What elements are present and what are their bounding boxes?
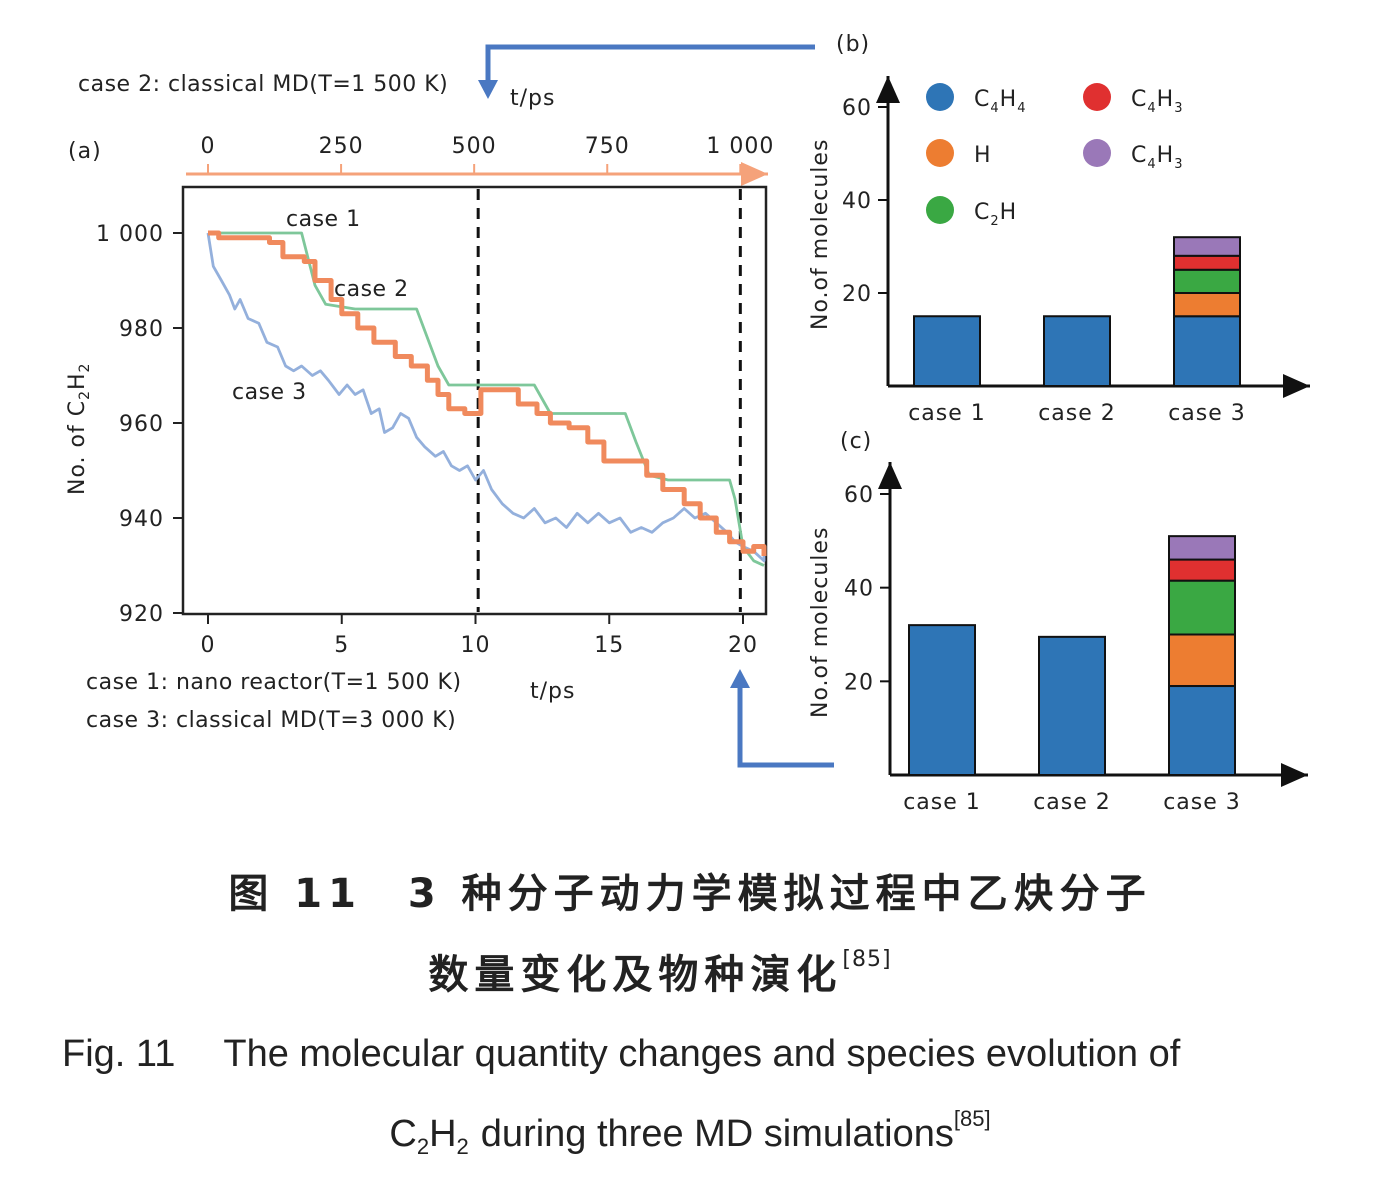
bar-segment-C4H3 xyxy=(1173,236,1241,257)
bar-segment-C4H4 xyxy=(913,315,981,387)
top-tick-label: 0 xyxy=(201,134,216,159)
panel-a-ylabel: No. of C2H2 xyxy=(65,363,93,495)
y-tick-label: 960 xyxy=(119,412,164,437)
bar-segment-C2H xyxy=(1173,268,1241,294)
bar-segment-C4H3 xyxy=(1168,558,1236,582)
y-tick-label: 60 xyxy=(844,483,874,508)
bar-segment-H xyxy=(1173,292,1241,318)
x-tick-label: 10 xyxy=(461,633,491,658)
bar-segment-C4H4 xyxy=(908,624,976,777)
bar-segment-C4H4 xyxy=(1038,635,1106,777)
legend-swatch xyxy=(926,196,954,224)
y-tick-label: 920 xyxy=(119,602,164,627)
panel-a-series xyxy=(206,230,767,567)
x-tick-label: 20 xyxy=(728,633,758,658)
bar-segment-C4H4 xyxy=(1043,315,1111,387)
caption-en-line2: C2H2 during three MD simulations[85] xyxy=(389,1106,990,1159)
legend-label: C4H4 xyxy=(974,87,1026,116)
case-2-note: case 2: classical MD(T=1 500 K) xyxy=(78,72,448,97)
category-label: case 3 xyxy=(1163,790,1241,815)
legend-swatch xyxy=(1083,139,1111,167)
category-label: case 1 xyxy=(903,790,981,815)
label-case-1: case 1 xyxy=(286,207,361,232)
bar-segment-C4H3 xyxy=(1168,535,1236,561)
y-tick-label: 40 xyxy=(844,577,874,602)
panel-b-label: (b) xyxy=(836,32,870,57)
bar-segment-C4H4 xyxy=(1173,315,1241,387)
x-tick-label: 15 xyxy=(594,633,624,658)
legend-label: C4H3 xyxy=(1131,87,1183,116)
caption: 图 11 3 种分子动力学模拟过程中乙炔分子 数量变化及物种演化[85] Fig… xyxy=(62,871,1181,1159)
label-case-3: case 3 xyxy=(232,380,307,405)
caption-cn-line2: 数量变化及物种演化[85] xyxy=(428,947,891,998)
panel-b-ylabel: No.of molecules xyxy=(808,139,833,330)
y-tick-label: 1 000 xyxy=(96,222,164,247)
panel-a-line-chart: (a) 0 250 500 750 1 000 920 940 960 980 1 000 0 5 1… xyxy=(65,86,774,704)
y-tick-label: 60 xyxy=(842,96,872,121)
category-label: case 3 xyxy=(1168,401,1246,426)
bar-segment-C4H3 xyxy=(1173,254,1241,271)
panel-b-bar-chart: (b) 20 40 60 case 1 case 2 case 3 No.of molec… xyxy=(808,32,1310,426)
panel-a-axis-ticks: 920 940 960 980 1 000 0 5 10 15 20 xyxy=(96,222,758,658)
x-tick-label: 0 xyxy=(201,633,216,658)
connector-arrow-top xyxy=(478,44,815,99)
panel-c-ticks: 20 40 60 case 1 case 2 case 3 xyxy=(844,483,1241,815)
panel-b-legend: C4H4 C4H3 H C4H3 C2H xyxy=(926,83,1183,229)
legend-label: H xyxy=(974,143,992,168)
panel-c-bars xyxy=(908,535,1236,777)
top-tick-label: 750 xyxy=(585,134,630,159)
y-tick-label: 20 xyxy=(844,670,874,695)
panel-c-bar-chart: (c) 20 40 60 case 1 case 2 case 3 No.of molec… xyxy=(808,429,1308,815)
case-1-note: case 1: nano reactor(T=1 500 K) xyxy=(86,670,462,695)
top-tick-label: 1 000 xyxy=(706,134,774,159)
top-tick-label: 250 xyxy=(319,134,364,159)
legend-label: C4H3 xyxy=(1131,143,1183,172)
case-3-note: case 3: classical MD(T=3 000 K) xyxy=(86,708,456,733)
caption-en-line1: Fig. 11 The molecular quantity changes an… xyxy=(62,1033,1181,1075)
x-tick-label: 5 xyxy=(334,633,349,658)
y-tick-label: 940 xyxy=(119,507,164,532)
y-tick-label: 980 xyxy=(119,317,164,342)
panel-b-ticks: 20 40 60 case 1 case 2 case 3 xyxy=(842,96,1246,426)
bottom-axis-unit: t/ps xyxy=(530,679,575,704)
bar-segment-H xyxy=(1168,633,1236,688)
legend-label: C2H xyxy=(974,200,1017,229)
top-time-axis-ticks: 0 250 500 750 1 000 xyxy=(201,134,774,174)
legend-swatch xyxy=(926,139,954,167)
legend-swatch xyxy=(926,83,954,111)
panel-c-label: (c) xyxy=(840,429,872,454)
top-axis-unit: t/ps xyxy=(510,86,555,111)
connector-arrow-bottom xyxy=(730,669,834,768)
category-label: case 2 xyxy=(1033,790,1111,815)
series-line-case-3 xyxy=(206,232,766,563)
caption-cn-line1: 图 11 3 种分子动力学模拟过程中乙炔分子 xyxy=(228,871,1151,917)
category-label: case 2 xyxy=(1038,401,1116,426)
top-tick-label: 500 xyxy=(452,134,497,159)
bar-segment-C2H xyxy=(1168,579,1236,636)
panel-c-ylabel: No.of molecules xyxy=(808,527,833,718)
legend-swatch xyxy=(1083,83,1111,111)
panel-b-bars xyxy=(913,236,1241,387)
category-label: case 1 xyxy=(908,401,986,426)
panel-a-label: (a) xyxy=(68,139,102,164)
series-line-case-2 xyxy=(208,230,767,556)
bar-segment-C4H4 xyxy=(1168,685,1236,776)
label-case-2: case 2 xyxy=(334,277,409,302)
y-tick-label: 20 xyxy=(842,282,872,307)
y-tick-label: 40 xyxy=(842,189,872,214)
